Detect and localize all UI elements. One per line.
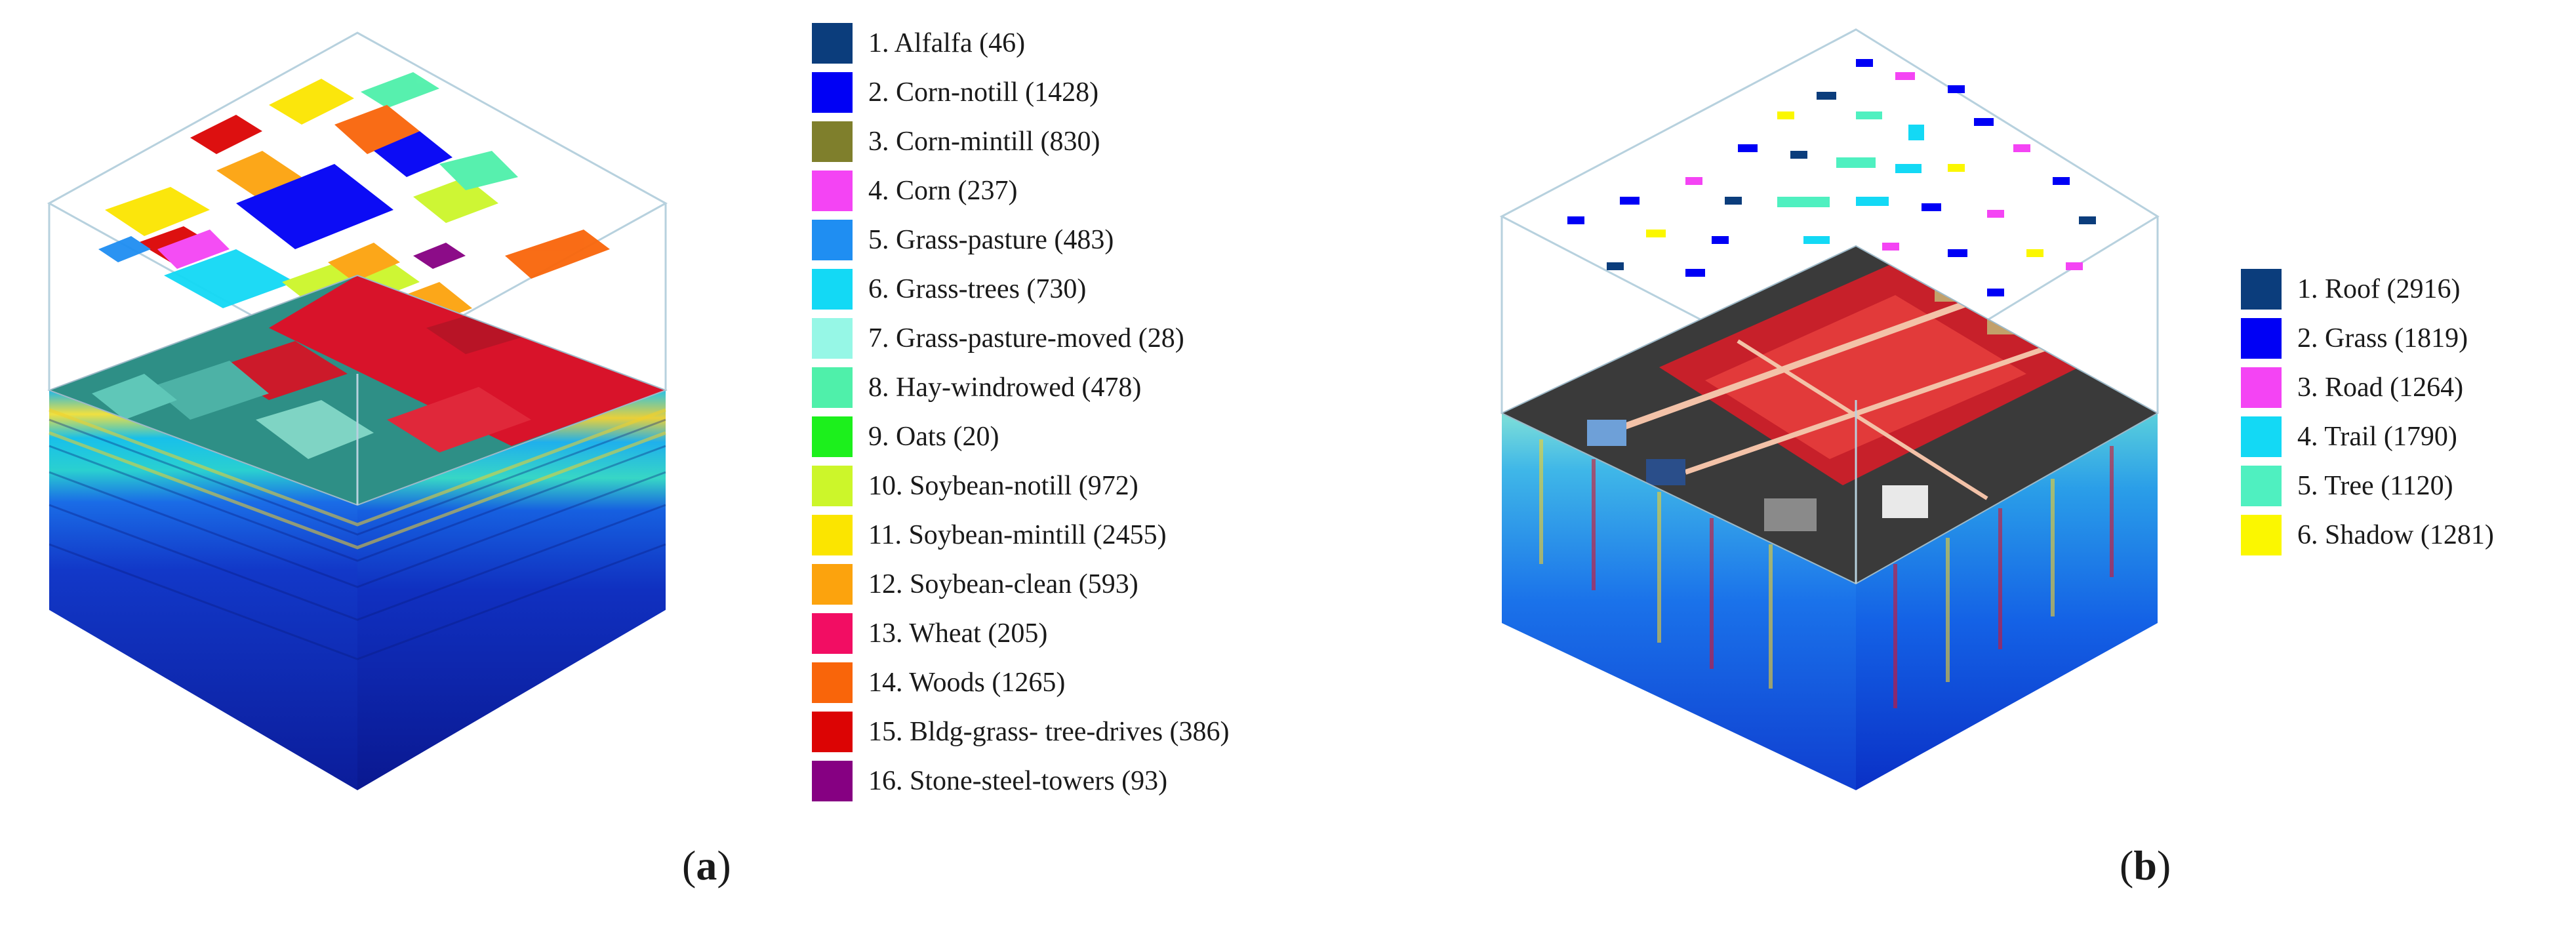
panel-label-b: (b) (2120, 842, 2171, 889)
legend-item: 9. Oats (20) (812, 412, 1230, 461)
legend-label: 4. Trail (1790) (2297, 421, 2457, 452)
legend-swatch (812, 219, 853, 260)
legend-label: 10. Soybean-notill (972) (868, 470, 1138, 501)
legend-label: 11. Soybean-mintill (2455) (868, 519, 1167, 550)
legend-swatch (812, 760, 853, 801)
legend-swatch (2241, 514, 2282, 555)
legend-swatch (2241, 416, 2282, 457)
legend-swatch (812, 613, 853, 654)
legend-swatch (812, 465, 853, 506)
legend-swatch (812, 711, 853, 752)
legend-swatch (812, 268, 853, 310)
legend-item: 1. Roof (2916) (2241, 264, 2494, 313)
legend-swatch (812, 71, 853, 113)
legend-item: 6. Shadow (1281) (2241, 510, 2494, 559)
legend-item: 15. Bldg-grass- tree-drives (386) (812, 707, 1230, 756)
legend-label: 7. Grass-pasture-moved (28) (868, 323, 1184, 353)
legend-swatch (2241, 317, 2282, 359)
legend-item: 13. Wheat (205) (812, 609, 1230, 658)
legend-swatch (812, 416, 853, 457)
legend-item: 8. Hay-windrowed (478) (812, 363, 1230, 412)
legend-label: 6. Grass-trees (730) (868, 273, 1087, 304)
legend-item: 4. Corn (237) (812, 166, 1230, 215)
hyperspectral-cube-b (1499, 28, 2160, 790)
legend-swatch (812, 563, 853, 605)
legend-item: 11. Soybean-mintill (2455) (812, 510, 1230, 559)
legend-item: 14. Woods (1265) (812, 658, 1230, 707)
legend-swatch (2241, 367, 2282, 408)
legend-item: 16. Stone-steel-towers (93) (812, 756, 1230, 805)
legend-label: 1. Alfalfa (46) (868, 28, 1026, 58)
legend-item: 1. Alfalfa (46) (812, 18, 1230, 68)
legend-label: 3. Corn-mintill (830) (868, 126, 1100, 157)
legend-label: 6. Shadow (1281) (2297, 519, 2494, 550)
legend-item: 2. Grass (1819) (2241, 313, 2494, 363)
legend-label: 1. Roof (2916) (2297, 273, 2461, 304)
legend-label: 4. Corn (237) (868, 175, 1018, 206)
legend-item: 10. Soybean-notill (972) (812, 461, 1230, 510)
legend-item: 2. Corn-notill (1428) (812, 68, 1230, 117)
legend-label: 3. Road (1264) (2297, 372, 2464, 403)
legend-label: 13. Wheat (205) (868, 618, 1048, 649)
legend-swatch (812, 662, 853, 703)
legend-label: 2. Grass (1819) (2297, 323, 2468, 353)
legend-label: 2. Corn-notill (1428) (868, 77, 1099, 108)
legend-item: 7. Grass-pasture-moved (28) (812, 313, 1230, 363)
legend-label: 14. Woods (1265) (868, 667, 1066, 698)
legend-swatch (812, 367, 853, 408)
hyperspectral-cube-a (47, 31, 668, 790)
legend-item: 5. Grass-pasture (483) (812, 215, 1230, 264)
legend-label: 5. Grass-pasture (483) (868, 224, 1114, 255)
legend-label: 9. Oats (20) (868, 421, 999, 452)
legend-item: 3. Road (1264) (2241, 363, 2494, 412)
legend-label: 15. Bldg-grass- tree-drives (386) (868, 716, 1230, 747)
legend-a: 1. Alfalfa (46) 2. Corn-notill (1428) 3. C… (812, 18, 1230, 805)
legend-item: 4. Trail (1790) (2241, 412, 2494, 461)
legend-swatch (812, 170, 853, 211)
legend-label: 8. Hay-windrowed (478) (868, 372, 1142, 403)
legend-label: 12. Soybean-clean (593) (868, 569, 1138, 599)
panel-label-a: (a) (682, 842, 731, 889)
legend-item: 3. Corn-mintill (830) (812, 117, 1230, 166)
legend-label: 5. Tree (1120) (2297, 470, 2453, 501)
legend-swatch (2241, 465, 2282, 506)
legend-swatch (812, 514, 853, 555)
legend-b: 1. Roof (2916) 2. Grass (1819) 3. Road (12… (2241, 264, 2494, 559)
legend-item: 12. Soybean-clean (593) (812, 559, 1230, 609)
legend-item: 6. Grass-trees (730) (812, 264, 1230, 313)
panel-label-a-letter: a (696, 842, 717, 889)
panel-label-b-letter: b (2133, 842, 2157, 889)
legend-label: 16. Stone-steel-towers (93) (868, 765, 1168, 796)
legend-item: 5. Tree (1120) (2241, 461, 2494, 510)
legend-swatch (812, 121, 853, 162)
legend-swatch (2241, 268, 2282, 310)
legend-swatch (812, 317, 853, 359)
legend-swatch (812, 22, 853, 64)
